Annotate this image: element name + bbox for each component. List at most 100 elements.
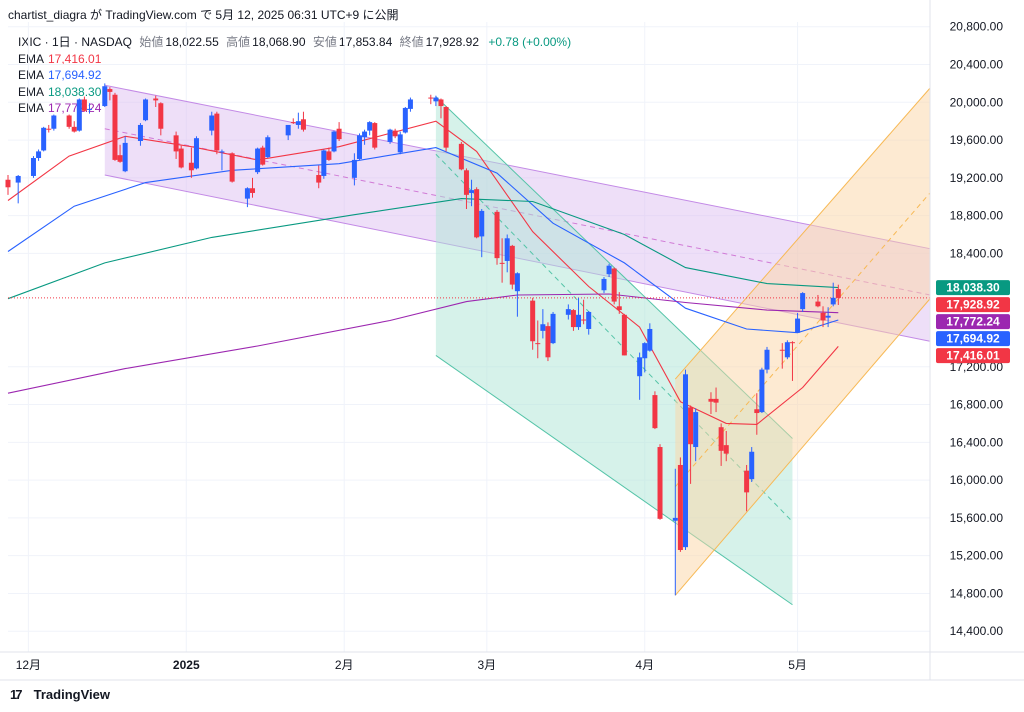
change-value: +0.78 (+0.00%) (488, 35, 572, 49)
candle-body (316, 175, 322, 183)
candle-body (367, 122, 373, 131)
candle-body (443, 107, 449, 148)
candle-body (688, 407, 694, 445)
candle-body (800, 293, 806, 310)
candle-body (540, 324, 546, 331)
candle-body (76, 99, 82, 131)
publish-caption: chartist_diagra が TradingView.com で 5月 1… (8, 8, 399, 22)
y-tick-label: 15,200.00 (950, 549, 1004, 563)
candle-body (784, 342, 790, 358)
candle-body (657, 447, 663, 519)
open-label: 始値 (139, 35, 164, 49)
high-value: 18,068.90 (252, 35, 306, 49)
x-tick-label: 2025 (173, 658, 200, 672)
candle-body (229, 153, 235, 182)
low-value: 17,853.84 (338, 35, 393, 49)
candle-body (326, 151, 332, 160)
candle-body (178, 148, 184, 168)
candle-body (214, 113, 220, 151)
y-tick-label: 19,200.00 (950, 171, 1004, 185)
candle-body (87, 108, 93, 110)
candle-body (535, 343, 541, 345)
candle-body (835, 289, 841, 298)
candle-body (372, 123, 378, 148)
tradingview-brand[interactable]: 17 TradingView (10, 687, 110, 702)
low-label: 安値 (312, 35, 337, 49)
candle-body (158, 103, 164, 129)
ema-value: 17,772.24 (48, 101, 102, 115)
candle-body (718, 427, 724, 451)
candle-body (300, 119, 306, 130)
y-tick-label: 17,200.00 (950, 360, 1004, 374)
candle-body (509, 245, 515, 285)
candle-body (514, 273, 520, 292)
candle-body (15, 175, 21, 183)
candle-body (789, 342, 795, 344)
candle-body (677, 464, 683, 550)
candle-body (244, 188, 250, 199)
y-tick-label: 15,600.00 (950, 511, 1004, 525)
candle-body (107, 89, 113, 92)
candle-body (66, 115, 72, 127)
y-tick-label: 20,400.00 (950, 58, 1004, 72)
candle-body (30, 158, 36, 176)
candle-body (545, 326, 551, 358)
ema-name: EMA (18, 68, 45, 82)
ema-line (7, 198, 839, 300)
y-tick-label: 14,400.00 (950, 624, 1004, 638)
price-badge-label: 17,694.92 (946, 332, 1000, 346)
symbol-label[interactable]: IXIC · 1日 · NASDAQ (18, 35, 133, 49)
candle-body (46, 128, 52, 130)
candle-body (209, 115, 215, 131)
ema-line (7, 147, 839, 334)
brand-name: TradingView (33, 687, 110, 702)
candle-body (458, 143, 464, 170)
candle-body (586, 311, 592, 329)
candle-body (693, 412, 699, 448)
candle-body (321, 150, 327, 176)
candle-body (606, 265, 612, 275)
high-label: 高値 (226, 35, 251, 49)
candle-body (570, 310, 576, 328)
channel-mid-line (674, 192, 931, 488)
candle-body (219, 151, 225, 153)
ema-row-3[interactable]: EMA 17,772.24 (18, 100, 571, 117)
candle-body (250, 188, 256, 193)
candle-body (36, 151, 42, 159)
ema-row-1[interactable]: EMA 17,694.92 (18, 67, 571, 84)
x-tick-label: 5月 (788, 658, 807, 672)
candle-body (295, 121, 301, 125)
candle-body (362, 131, 368, 138)
candle-body (143, 99, 149, 121)
candle-body (576, 314, 582, 328)
candle-body (642, 343, 648, 359)
candle-body (387, 129, 393, 142)
candle-body (153, 98, 159, 101)
channel-fill (675, 88, 930, 596)
y-tick-label: 16,400.00 (950, 435, 1004, 449)
price-badge-label: 17,928.92 (946, 298, 1000, 312)
candle-body (601, 278, 607, 291)
candle-body (565, 309, 571, 315)
ema-value: 17,694.92 (48, 68, 102, 82)
candle-body (428, 97, 434, 99)
y-tick-label: 14,800.00 (950, 586, 1004, 600)
candle-body (795, 318, 801, 333)
candle-body (647, 328, 653, 351)
candle-body (723, 445, 729, 454)
candle-body (463, 170, 469, 195)
candle-body (749, 451, 755, 480)
candle-body (499, 262, 505, 264)
ema-row-2[interactable]: EMA 18,038.30 (18, 84, 571, 101)
candle-body (754, 409, 760, 414)
chart-legend: IXIC · 1日 · NASDAQ 始値 18,022.55 高値 18,068.… (18, 34, 571, 117)
candle-body (255, 148, 261, 173)
tradingview-logo-icon: 17 (10, 687, 22, 702)
candle-body (637, 357, 643, 377)
candle-body (265, 137, 271, 158)
candle-body (433, 97, 439, 102)
candle-body (397, 134, 403, 153)
ema-row-0[interactable]: EMA 17,416.01 (18, 51, 571, 68)
candle-body (351, 159, 357, 178)
